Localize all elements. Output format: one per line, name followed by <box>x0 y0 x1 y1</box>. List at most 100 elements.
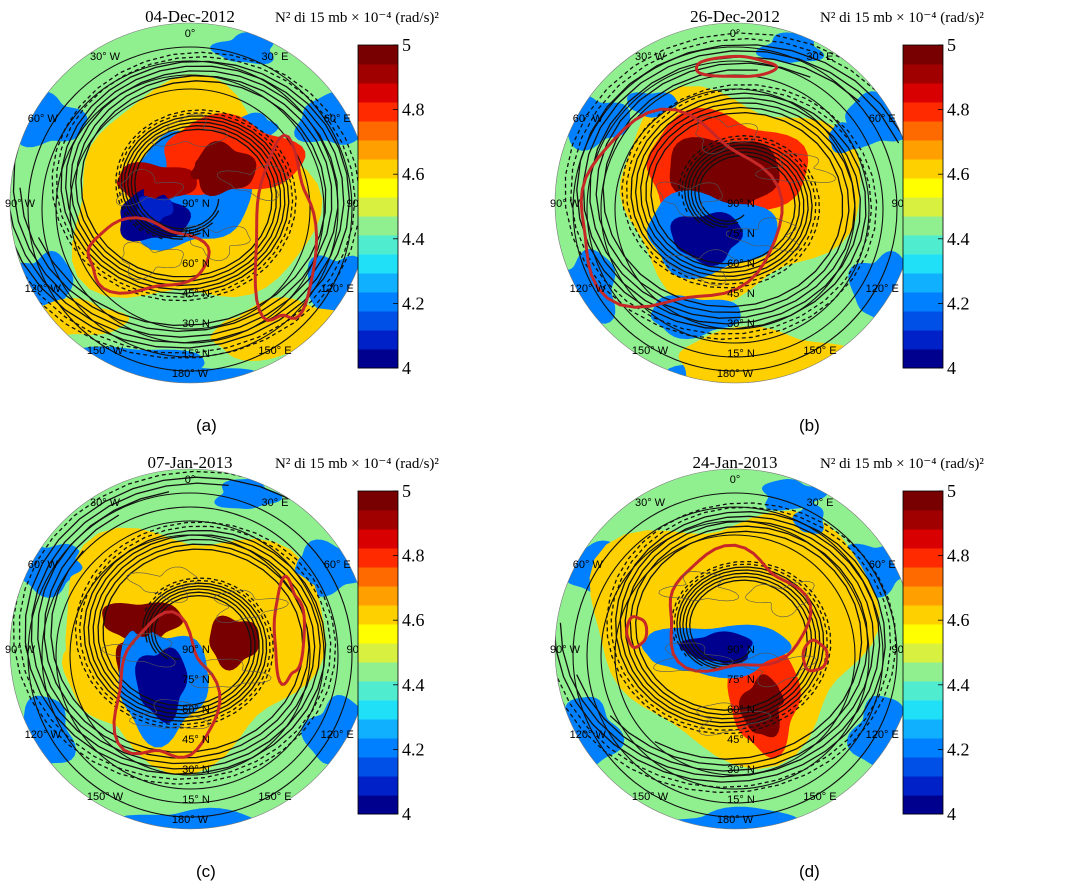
contour-line <box>43 514 310 759</box>
colorbar-segment <box>903 197 943 217</box>
colorbar-tick-label: 4.6 <box>947 164 970 184</box>
colorbar-segment <box>903 159 943 179</box>
coastline <box>656 181 724 218</box>
coastline <box>126 566 199 603</box>
colorbar-segment <box>903 64 943 84</box>
coastline <box>658 571 740 602</box>
longitude-label: 120° E <box>866 729 899 741</box>
low-field-patch <box>214 479 283 509</box>
panel-d: 24-Jan-2013 0° 30° W 60° W 90° W 120° W 150° W… <box>545 446 1090 892</box>
colorbar-tick-label: 4.8 <box>402 546 425 566</box>
coastline <box>116 168 185 207</box>
panel-b: 26-Dec-2012 0° 30° W 60° W 90° W 120° W 150° W… <box>545 0 1090 446</box>
contour-line <box>572 46 898 372</box>
longitude-label: 30° E <box>261 497 288 509</box>
colorbar-segment <box>903 567 943 587</box>
contour-line <box>10 65 345 344</box>
contour-line <box>69 88 311 330</box>
colorbar-segment <box>903 605 943 625</box>
longitude-label: 90° W <box>5 644 36 656</box>
critical-contour <box>625 615 649 650</box>
field-maximum <box>706 153 743 183</box>
field-layer <box>10 469 370 829</box>
coastline <box>725 217 800 252</box>
longitude-label: 90° W <box>550 644 581 656</box>
polar-map-chart: 26-Dec-2012 0° 30° W 60° W 90° W 120° W 150° W… <box>550 7 984 384</box>
colorbar-segment <box>358 292 398 312</box>
contour-line <box>570 37 915 335</box>
contour-line <box>41 60 339 358</box>
longitude-label: 0° <box>730 474 741 486</box>
colorbar-segment <box>903 292 943 312</box>
longitude-label: 90° W <box>550 198 581 210</box>
coastline <box>183 225 251 262</box>
field-maximum <box>142 169 179 200</box>
colorbar-segment <box>903 349 943 369</box>
colorbar-tick-label: 4.2 <box>402 739 425 759</box>
field-layer <box>555 469 915 829</box>
longitude-label: 180° W <box>717 368 754 380</box>
colorbar-segment <box>358 529 398 549</box>
colorbar-tick-label: 5 <box>402 35 411 55</box>
field-maximum <box>190 153 231 181</box>
contour-line <box>595 62 850 313</box>
latitude-label: 60° N <box>727 258 755 270</box>
low-field-patch <box>755 32 825 63</box>
colorbar-segment <box>358 254 398 274</box>
field-minimum <box>140 668 179 697</box>
longitude-label: 150° E <box>258 345 291 357</box>
colorbar-segment <box>903 311 943 331</box>
colorbar-segment <box>903 662 943 682</box>
contour-line <box>27 492 353 818</box>
colorbar-tick-label: 4 <box>947 804 956 824</box>
colorbar-segment <box>903 45 943 65</box>
colorbar-segment <box>903 681 943 701</box>
contour-line <box>19 75 333 333</box>
latitude-label: 30° N <box>727 764 755 776</box>
contour-line <box>37 491 316 765</box>
field-patch <box>792 502 824 534</box>
longitude-label: 150° E <box>803 791 836 803</box>
colorbar-segment <box>358 83 398 103</box>
contour-line <box>586 60 884 358</box>
colorbar-segment <box>358 624 398 644</box>
colorbar-segment <box>358 64 398 84</box>
colorbar-segment <box>903 700 943 720</box>
field-layer <box>10 23 370 383</box>
colorbar-segment <box>358 159 398 179</box>
longitude-label: 120° E <box>321 283 354 295</box>
coastline <box>695 115 758 155</box>
contour-line <box>576 520 875 772</box>
longitude-label: 120° W <box>570 729 607 741</box>
colorbar-tick-label: 4.4 <box>947 229 970 249</box>
colorbar-segment <box>358 178 398 198</box>
longitude-label: 30° W <box>635 51 666 63</box>
contour-line <box>589 55 861 319</box>
coastline <box>129 699 210 730</box>
colorbar-segment <box>358 681 398 701</box>
contour-line <box>12 70 339 338</box>
contour-line <box>600 520 870 790</box>
coastline <box>151 113 228 147</box>
colorbar-tick-label: 4.2 <box>402 293 425 313</box>
latitude-label: 15° N <box>727 794 755 806</box>
longitude-label: 120° E <box>321 729 354 741</box>
coastline <box>217 164 289 202</box>
colorbar-tick-label: 4.6 <box>402 164 425 184</box>
latitude-label: 90° N <box>727 198 755 210</box>
colorbar <box>902 44 944 369</box>
longitude-label: 60° E <box>869 559 896 571</box>
latitude-label: 60° N <box>182 704 210 716</box>
latitude-label: 45° N <box>727 288 755 300</box>
contour-line <box>609 525 869 766</box>
longitude-label: 150° W <box>632 345 669 357</box>
contour-line <box>10 32 351 349</box>
latitude-label: 75° N <box>182 228 210 240</box>
colorbar-tick-label: 4.8 <box>402 100 425 120</box>
longitude-label: 30° E <box>806 51 833 63</box>
latitude-label: 30° N <box>727 318 755 330</box>
colorbar-segment <box>903 491 943 511</box>
longitude-label: 60° E <box>324 113 351 125</box>
chart-title: 04-Dec-2012 <box>145 7 235 26</box>
colorbar-segment <box>358 548 398 568</box>
